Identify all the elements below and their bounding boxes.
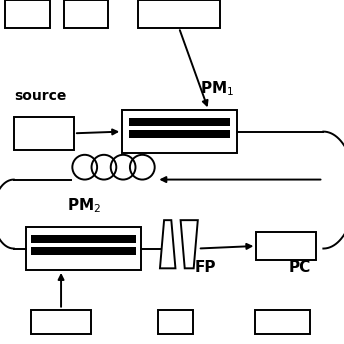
Polygon shape (160, 220, 175, 268)
Bar (14, 117, 74, 150)
Bar (31, 247, 136, 255)
Bar (31, 310, 91, 334)
Bar (129, 118, 230, 126)
Bar (122, 110, 237, 153)
Bar (64, 0, 108, 28)
Bar (5, 0, 50, 28)
Bar (256, 232, 316, 260)
Bar (129, 130, 230, 138)
Text: FP: FP (194, 260, 216, 275)
Bar (255, 310, 310, 334)
Bar (158, 310, 193, 334)
Text: PM$_1$: PM$_1$ (200, 79, 234, 98)
Bar (138, 0, 220, 28)
Text: PM$_2$: PM$_2$ (67, 196, 101, 215)
Text: source: source (14, 89, 66, 103)
Polygon shape (181, 220, 198, 268)
Bar (31, 235, 136, 243)
Text: PC: PC (289, 260, 311, 275)
Bar (26, 227, 141, 270)
